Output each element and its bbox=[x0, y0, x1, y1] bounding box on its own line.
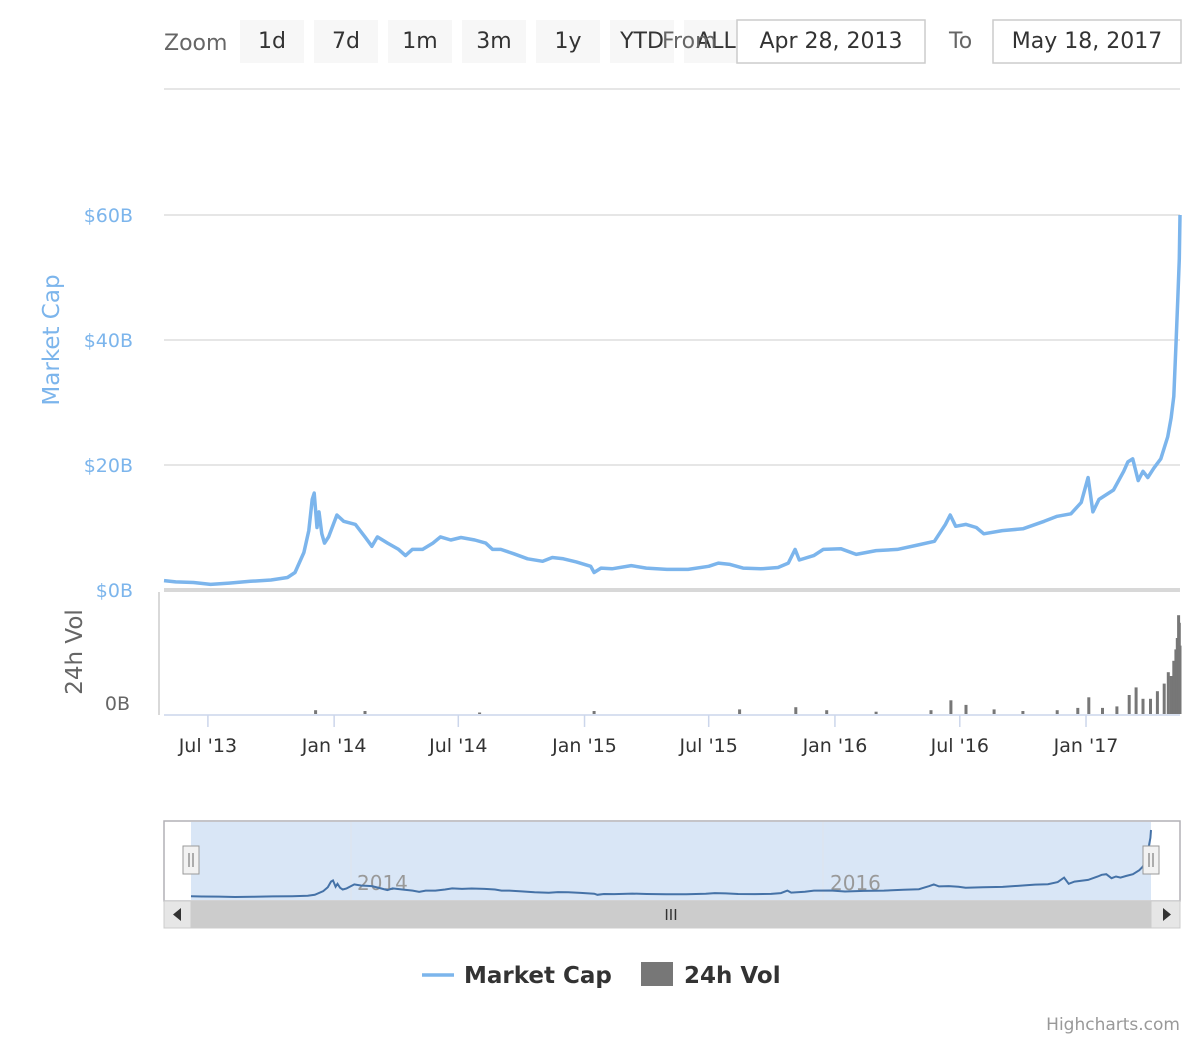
volume-bars bbox=[314, 615, 1182, 714]
zoom-button-label: 1d bbox=[258, 29, 286, 54]
legend-item-market-cap[interactable]: Market Cap bbox=[422, 963, 612, 989]
zoom-button-label: 3m bbox=[476, 29, 511, 54]
volume-bar bbox=[1115, 706, 1119, 714]
volume-bar bbox=[1141, 698, 1145, 714]
navigator: 2014 2016 III bbox=[163, 820, 1181, 929]
volume-bar bbox=[1021, 711, 1025, 714]
volume-bar bbox=[874, 711, 878, 714]
y-tick-label: $60B bbox=[84, 205, 133, 227]
x-tick-label: Jan '14 bbox=[301, 735, 367, 757]
x-tick-label: Jan '16 bbox=[802, 735, 868, 757]
range-selector: Zoom 1d 7d 1m 3m 1y YTD ALL From Apr 28, 2013 … bbox=[164, 19, 1182, 64]
volume-bar bbox=[592, 711, 596, 714]
scroll-left-arrow-icon bbox=[173, 908, 181, 921]
series-line-market-cap bbox=[163, 214, 1182, 587]
volume-bar bbox=[1076, 707, 1080, 714]
volume-bar bbox=[1101, 707, 1104, 714]
x-axis: Jul '13 Jan '14 Jul '14 Jan '15 Jul '15 Jan '… bbox=[178, 715, 1119, 757]
volume-bar bbox=[1162, 683, 1166, 714]
y-axis-tick-labels: $0B $20B $40B $60B bbox=[84, 205, 133, 602]
x-tick-label: Jul '13 bbox=[178, 735, 237, 757]
to-label: To bbox=[948, 29, 972, 54]
x-tick-label: Jul '16 bbox=[930, 735, 989, 757]
market-cap-pane: $0B $20B $40B $60B Market Cap bbox=[39, 205, 1182, 602]
volume-bar bbox=[363, 711, 367, 714]
zoom-button-label: ALL bbox=[696, 29, 736, 54]
scrollbar-thumb[interactable] bbox=[191, 901, 1151, 928]
x-tick-label: Jan '17 bbox=[1053, 735, 1119, 757]
volume-bar bbox=[1169, 676, 1173, 714]
zoom-button-label: YTD bbox=[619, 29, 664, 54]
to-date-input[interactable]: May 18, 2017 bbox=[992, 19, 1182, 64]
legend-symbol-volume bbox=[641, 962, 673, 986]
zoom-button-ytd[interactable]: YTD bbox=[610, 20, 674, 63]
scrollbar-grip-icon: III bbox=[664, 906, 677, 924]
y-gridlines bbox=[164, 214, 1180, 466]
volume-bar bbox=[1134, 687, 1138, 714]
y-tick-label: $0B bbox=[96, 580, 133, 602]
navigator-series-line bbox=[190, 829, 1152, 899]
y-tick-label: $20B bbox=[84, 455, 133, 477]
zoom-button-1d[interactable]: 1d bbox=[240, 20, 304, 63]
navigator-handle-left[interactable] bbox=[182, 845, 200, 875]
volume-bar bbox=[1178, 645, 1182, 714]
volume-bar bbox=[1166, 672, 1170, 714]
scroll-right-arrow-icon bbox=[1163, 908, 1171, 921]
y-axis-title-market-cap: Market Cap bbox=[39, 274, 65, 405]
zoom-button-7d[interactable]: 7d bbox=[314, 20, 378, 63]
zoom-label: Zoom bbox=[164, 31, 227, 56]
from-label: From bbox=[662, 29, 717, 54]
volume-bar bbox=[949, 700, 953, 714]
volume-bar bbox=[738, 709, 742, 714]
volume-bar bbox=[1087, 697, 1091, 714]
volume-bar bbox=[825, 710, 829, 714]
volume-pane: 24h Vol 0B bbox=[62, 592, 1182, 716]
volume-bar bbox=[929, 710, 933, 714]
from-date-value: Apr 28, 2013 bbox=[759, 29, 902, 54]
zoom-button-label: 7d bbox=[332, 29, 360, 54]
credits-link[interactable]: Highcharts.com bbox=[1046, 1015, 1180, 1035]
zoom-button-label: 1m bbox=[402, 29, 437, 54]
volume-bar bbox=[1127, 695, 1131, 714]
zoom-button-3m[interactable]: 3m bbox=[462, 20, 526, 63]
navigator-handle-right[interactable] bbox=[1142, 845, 1160, 875]
x-tick-label: Jan '15 bbox=[551, 735, 617, 757]
pane-divider bbox=[164, 588, 1180, 592]
zoom-button-label: 1y bbox=[554, 29, 581, 54]
volume-bar bbox=[1155, 691, 1159, 714]
volume-bar bbox=[314, 710, 318, 714]
zoom-button-1y[interactable]: 1y bbox=[536, 20, 600, 63]
y-axis-title-volume: 24h Vol bbox=[62, 609, 88, 695]
legend-item-volume[interactable]: 24h Vol bbox=[641, 962, 781, 989]
volume-bar bbox=[992, 709, 996, 714]
volume-bar bbox=[478, 712, 482, 714]
navigator-label-2014: 2014 bbox=[357, 871, 408, 895]
x-tick-label: Jul '14 bbox=[428, 735, 487, 757]
scrollbar-right-arrow[interactable] bbox=[1150, 900, 1181, 929]
volume-bar bbox=[964, 704, 968, 714]
volume-bar bbox=[794, 707, 798, 714]
volume-bar bbox=[1172, 660, 1176, 714]
legend-label-volume: 24h Vol bbox=[684, 963, 781, 989]
y-tick-label: $40B bbox=[84, 330, 133, 352]
volume-bar bbox=[1055, 710, 1059, 714]
x-tick-label: Jul '15 bbox=[679, 735, 738, 757]
legend-label-market-cap: Market Cap bbox=[464, 963, 612, 989]
legend: Market Cap 24h Vol bbox=[422, 962, 781, 989]
navigator-selection-mask[interactable] bbox=[191, 822, 1151, 900]
volume-bar bbox=[1149, 698, 1152, 714]
from-date-input[interactable]: Apr 28, 2013 bbox=[736, 19, 926, 64]
scrollbar-left-arrow[interactable] bbox=[163, 900, 192, 929]
volume-tick-label: 0B bbox=[105, 693, 130, 715]
zoom-button-1m[interactable]: 1m bbox=[388, 20, 452, 63]
to-date-value: May 18, 2017 bbox=[1012, 29, 1162, 54]
